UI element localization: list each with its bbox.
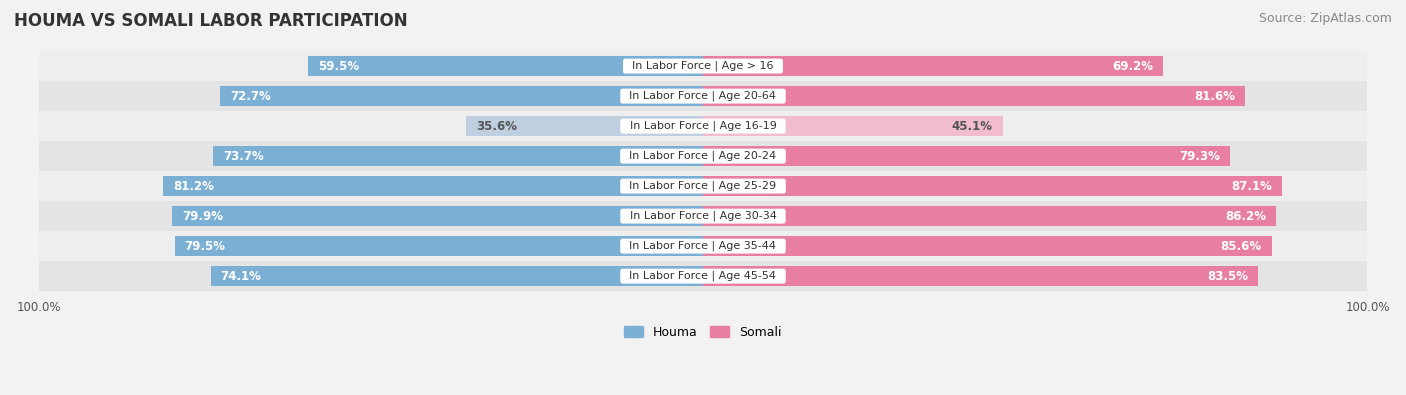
- Bar: [38, 51, 1368, 81]
- Text: 69.2%: 69.2%: [1112, 60, 1153, 73]
- Bar: [163, 176, 703, 196]
- Legend: Houma, Somali: Houma, Somali: [620, 321, 786, 344]
- Bar: [38, 111, 1368, 141]
- Text: 45.1%: 45.1%: [952, 120, 993, 133]
- Text: In Labor Force | Age 16-19: In Labor Force | Age 16-19: [623, 121, 783, 132]
- Bar: [703, 116, 1002, 136]
- Bar: [172, 206, 703, 226]
- Bar: [467, 116, 703, 136]
- Text: In Labor Force | Age 45-54: In Labor Force | Age 45-54: [623, 271, 783, 281]
- Text: 86.2%: 86.2%: [1225, 210, 1265, 223]
- Bar: [703, 56, 1163, 76]
- Text: HOUMA VS SOMALI LABOR PARTICIPATION: HOUMA VS SOMALI LABOR PARTICIPATION: [14, 12, 408, 30]
- Bar: [308, 56, 703, 76]
- Text: 74.1%: 74.1%: [221, 270, 262, 283]
- Bar: [214, 146, 703, 166]
- Text: Source: ZipAtlas.com: Source: ZipAtlas.com: [1258, 12, 1392, 25]
- Text: 35.6%: 35.6%: [477, 120, 517, 133]
- Text: In Labor Force | Age 20-64: In Labor Force | Age 20-64: [623, 91, 783, 102]
- Text: 83.5%: 83.5%: [1206, 270, 1249, 283]
- Text: 59.5%: 59.5%: [318, 60, 359, 73]
- Text: 73.7%: 73.7%: [224, 150, 264, 163]
- Text: In Labor Force | Age 30-34: In Labor Force | Age 30-34: [623, 211, 783, 221]
- Bar: [38, 261, 1368, 291]
- Text: 79.5%: 79.5%: [184, 240, 226, 253]
- Text: In Labor Force | Age > 16: In Labor Force | Age > 16: [626, 61, 780, 71]
- Bar: [38, 231, 1368, 261]
- Bar: [703, 266, 1258, 286]
- Text: 87.1%: 87.1%: [1230, 180, 1272, 193]
- Bar: [219, 86, 703, 106]
- Bar: [703, 86, 1246, 106]
- Bar: [211, 266, 703, 286]
- Text: 79.9%: 79.9%: [181, 210, 224, 223]
- Bar: [703, 236, 1272, 256]
- Bar: [38, 141, 1368, 171]
- Bar: [174, 236, 703, 256]
- Bar: [38, 81, 1368, 111]
- Text: 81.6%: 81.6%: [1194, 90, 1236, 103]
- Text: 72.7%: 72.7%: [229, 90, 270, 103]
- Bar: [38, 171, 1368, 201]
- Text: 85.6%: 85.6%: [1220, 240, 1261, 253]
- Text: In Labor Force | Age 25-29: In Labor Force | Age 25-29: [623, 181, 783, 191]
- Bar: [703, 206, 1275, 226]
- Text: In Labor Force | Age 35-44: In Labor Force | Age 35-44: [623, 241, 783, 251]
- Bar: [703, 146, 1230, 166]
- Text: In Labor Force | Age 20-24: In Labor Force | Age 20-24: [623, 151, 783, 162]
- Text: 81.2%: 81.2%: [173, 180, 214, 193]
- Bar: [38, 201, 1368, 231]
- Bar: [703, 176, 1282, 196]
- Text: 79.3%: 79.3%: [1180, 150, 1220, 163]
